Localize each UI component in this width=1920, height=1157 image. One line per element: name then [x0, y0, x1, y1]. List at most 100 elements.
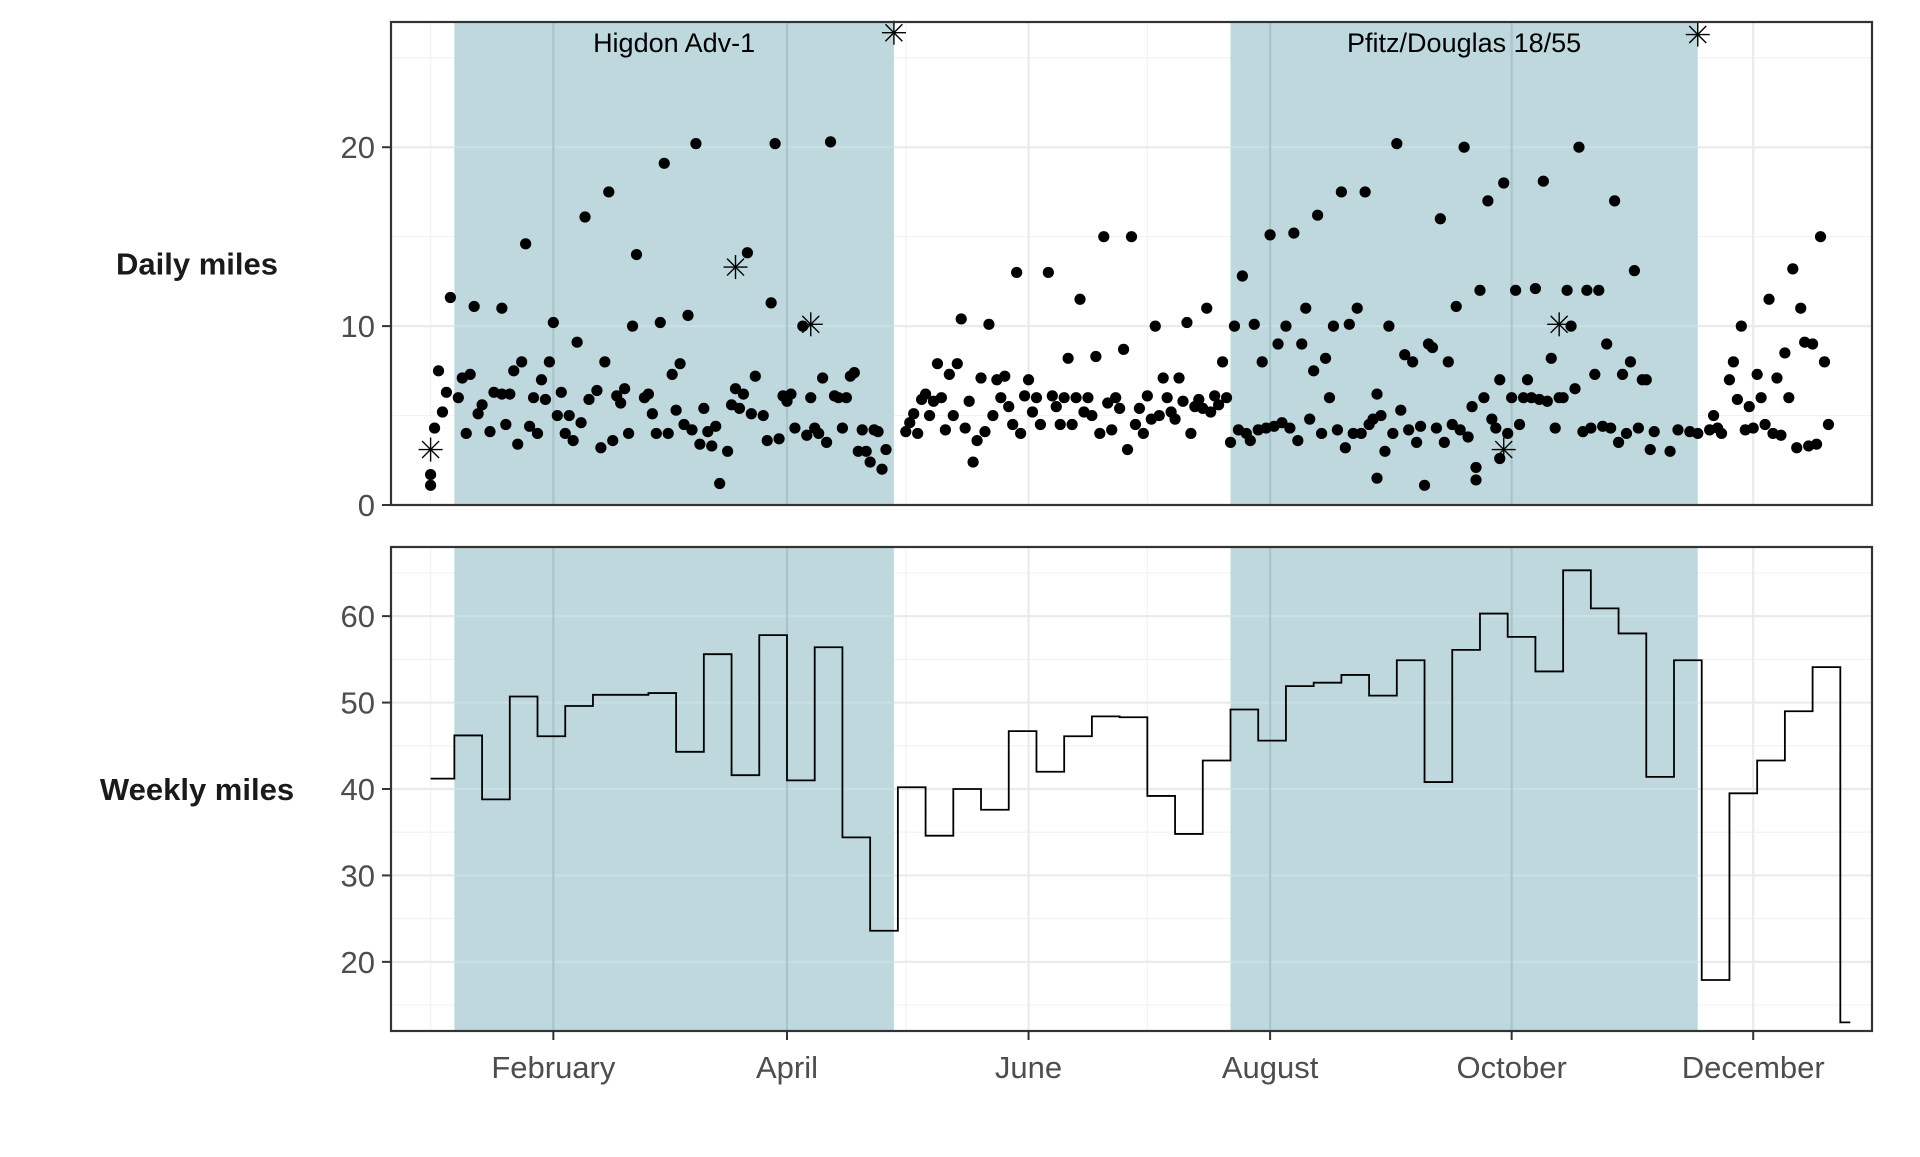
daily-run-point — [737, 388, 750, 400]
daily-run-point — [520, 238, 532, 250]
daily-run-point — [1783, 392, 1795, 404]
daily-run-point — [824, 136, 837, 148]
daily-run-point — [543, 356, 555, 368]
daily-run-point — [987, 409, 999, 422]
daily-run-point — [1517, 392, 1530, 404]
weekly-y-tick-label: 30 — [341, 858, 375, 893]
daily-run-point — [1438, 436, 1450, 448]
daily-run-point — [848, 367, 860, 379]
daily-run-point — [1220, 392, 1233, 404]
daily-run-point — [1399, 349, 1411, 361]
daily-run-point — [1486, 413, 1498, 425]
daily-run-point — [840, 392, 852, 404]
daily-run-point — [575, 417, 587, 429]
daily-run-point — [1054, 418, 1066, 431]
daily-run-point — [1731, 393, 1743, 406]
daily-run-point — [1434, 213, 1446, 225]
daily-run-point — [943, 368, 955, 381]
daily-run-point — [702, 426, 714, 438]
daily-run-point — [1430, 422, 1443, 434]
daily-run-point — [1102, 397, 1114, 409]
daily-run-point — [1256, 356, 1268, 368]
daily-run-point — [1791, 442, 1803, 454]
daily-run-point — [484, 426, 496, 438]
daily-run-point — [698, 402, 710, 414]
daily-y-tick-label: 10 — [341, 309, 375, 344]
daily-run-point — [805, 392, 817, 404]
daily-run-point — [1236, 270, 1248, 282]
daily-panel-label: Daily miles — [116, 247, 278, 282]
daily-run-point — [1343, 318, 1355, 330]
daily-run-point — [1359, 186, 1371, 198]
daily-run-point — [1565, 320, 1577, 332]
daily-run-point — [1403, 424, 1415, 436]
daily-run-point — [1050, 401, 1062, 413]
daily-y-tick-label: 0 — [358, 488, 375, 523]
daily-run-point — [1308, 365, 1320, 377]
daily-run-point — [1383, 320, 1395, 332]
daily-run-point — [468, 300, 480, 313]
daily-run-point — [935, 392, 948, 404]
daily-run-point — [1407, 356, 1419, 368]
daily-run-point — [908, 408, 920, 420]
weekly-y-tick-label: 50 — [341, 686, 375, 721]
daily-run-point — [1644, 443, 1656, 456]
daily-run-point — [852, 445, 864, 457]
daily-run-point — [1114, 402, 1126, 414]
daily-run-point — [1775, 429, 1787, 441]
daily-run-point — [765, 297, 777, 309]
race-marker-stroke — [726, 258, 745, 277]
daily-run-point — [797, 320, 809, 332]
daily-run-point — [773, 433, 785, 445]
daily-run-point — [424, 468, 437, 481]
daily-run-point — [1169, 413, 1181, 425]
daily-run-point — [872, 426, 884, 438]
weekly-y-tick-label: 60 — [341, 599, 375, 634]
weekly-training-block-2 — [1230, 547, 1698, 1031]
daily-run-point — [959, 422, 971, 434]
daily-run-point — [745, 408, 757, 420]
daily-run-point — [1569, 383, 1581, 395]
daily-run-point — [1446, 418, 1458, 431]
daily-run-point — [710, 420, 722, 432]
daily-run-point — [955, 313, 967, 325]
daily-run-point — [951, 358, 963, 370]
race-marker-stroke — [801, 315, 820, 334]
daily-run-point — [1015, 427, 1027, 440]
daily-run-point — [646, 408, 658, 420]
daily-run-point — [500, 418, 512, 431]
x-tick-label: December — [1682, 1050, 1825, 1085]
daily-run-point — [1304, 413, 1316, 425]
daily-run-point — [1129, 418, 1142, 431]
daily-run-point — [622, 427, 635, 440]
daily-run-point — [626, 320, 639, 332]
daily-run-point — [678, 418, 690, 431]
daily-run-point — [1807, 338, 1819, 350]
daily-run-point — [979, 426, 991, 438]
daily-run-point — [1478, 392, 1490, 404]
daily-run-point — [551, 409, 563, 422]
daily-run-point — [1090, 350, 1102, 363]
daily-run-point — [1620, 427, 1633, 440]
daily-run-point — [1692, 427, 1704, 440]
daily-run-point — [1502, 427, 1514, 440]
daily-run-point — [876, 463, 888, 475]
race-marker-stroke — [1550, 315, 1569, 334]
daily-run-point — [1371, 472, 1383, 484]
daily-run-point — [1510, 284, 1522, 296]
daily-run-point — [1751, 368, 1763, 381]
daily-run-point — [741, 247, 753, 259]
daily-run-point — [1747, 422, 1759, 434]
daily-run-point — [1157, 372, 1169, 384]
daily-run-point — [1026, 406, 1039, 418]
daily-run-point — [1046, 390, 1058, 402]
daily-run-point — [1347, 427, 1359, 440]
daily-run-point — [1082, 392, 1094, 404]
race-marker-stroke — [421, 440, 440, 459]
daily-run-point — [1506, 392, 1518, 404]
daily-run-point — [813, 427, 825, 440]
daily-run-point — [832, 392, 845, 404]
daily-run-point — [919, 388, 932, 400]
daily-run-point — [999, 370, 1011, 382]
